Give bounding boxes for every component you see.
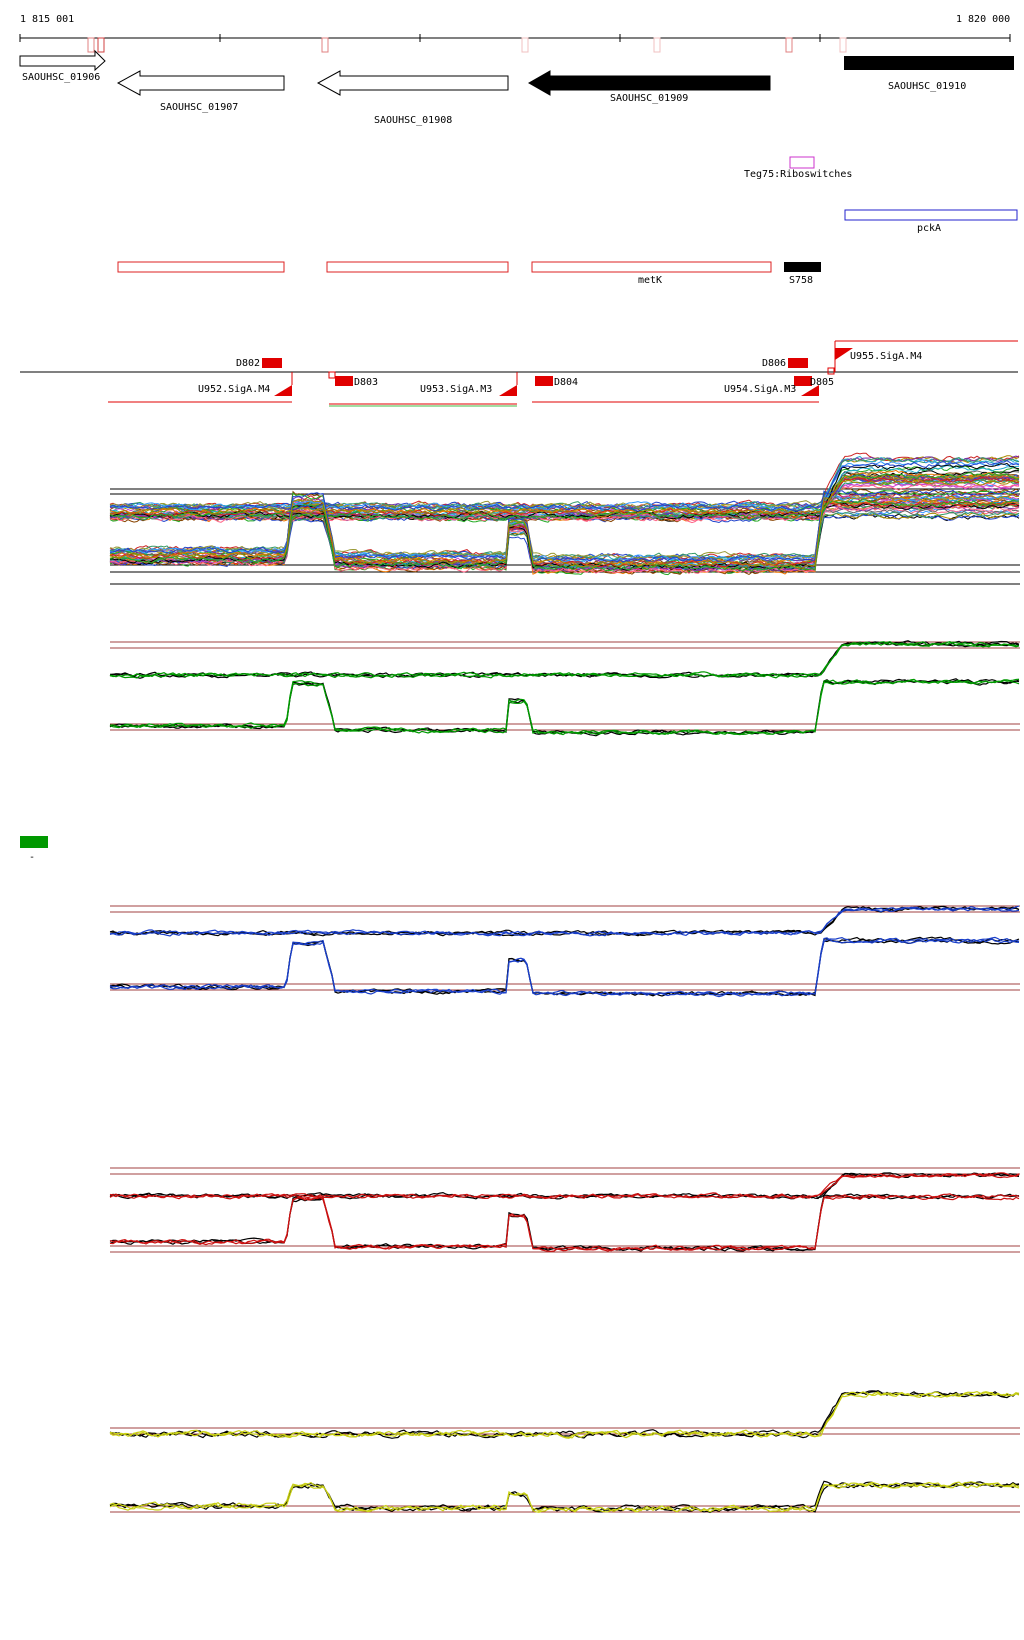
condition-profile-reverse xyxy=(109,495,1020,575)
condition-profile-forward xyxy=(109,473,1020,510)
legend: - xyxy=(20,836,48,863)
reverse-strand-profile xyxy=(109,678,1020,736)
u955-promoter[interactable] xyxy=(835,348,853,360)
gene-label: SAOUHSC_01909 xyxy=(610,93,688,104)
reverse-strand-profile xyxy=(109,937,1020,997)
u952-label: U952.SigA.M4 xyxy=(198,384,270,395)
d804-label: D804 xyxy=(554,377,578,388)
gene-saouhsc-01906[interactable]: SAOUHSC_01906 xyxy=(19,49,106,83)
legend-swatch xyxy=(20,836,48,848)
ruler-feature-marker xyxy=(839,37,847,53)
ruler-start-coordinate: 1 815 001 xyxy=(20,14,74,25)
d804-marker[interactable] xyxy=(535,376,553,386)
u953-label: U953.SigA.M3 xyxy=(420,384,492,395)
condition-profile-reverse xyxy=(109,489,1020,564)
forward-strand-profile xyxy=(109,905,1020,937)
u953-promoter[interactable] xyxy=(499,385,517,396)
condition-profile-reverse xyxy=(109,493,1020,565)
expression-track-set-c xyxy=(109,1389,1020,1514)
forward-strand-profile xyxy=(109,640,1020,679)
forward-strand-profile xyxy=(109,641,1020,679)
gene-name-track: pckA metK S758 xyxy=(117,209,1018,286)
gene-saouhsc-01909[interactable]: SAOUHSC_01909 xyxy=(527,70,771,104)
forward-strand-profile xyxy=(109,641,1020,679)
gene-saouhsc-01907[interactable]: SAOUHSC_01907 xyxy=(116,70,285,113)
reverse-strand-profile xyxy=(109,1193,1020,1252)
pcka-feature[interactable]: pckA xyxy=(844,209,1018,234)
gene-label: SAOUHSC_01910 xyxy=(888,81,966,92)
metk-label: metK xyxy=(638,275,662,286)
u954-label: U954.SigA.M3 xyxy=(724,384,796,395)
s758-label: S758 xyxy=(789,275,813,286)
expression-track-all-conditions xyxy=(109,452,1020,585)
d803-label: D803 xyxy=(354,377,378,388)
transcription-unit-track: D802 D803 D804 D806 D805 U952.SigA.M4 U9… xyxy=(20,340,1018,407)
forward-strand-profile xyxy=(109,905,1020,937)
forward-strand-profile xyxy=(109,1391,1020,1439)
d802-marker[interactable] xyxy=(262,358,282,368)
u954-promoter[interactable] xyxy=(801,385,819,396)
forward-strand-profile xyxy=(109,640,1020,679)
d805-label: D805 xyxy=(810,377,834,388)
ruler-feature-marker xyxy=(321,37,329,53)
gene-label: SAOUHSC_01906 xyxy=(22,72,100,83)
reverse-strand-profile xyxy=(109,1193,1020,1252)
condition-profile-forward xyxy=(109,478,1020,522)
d806-marker[interactable] xyxy=(788,358,808,368)
coordinate-ruler: 1 815 001 1 820 000 xyxy=(19,14,1011,53)
reverse-strand-profile xyxy=(109,1481,1020,1513)
expression-track-set-a xyxy=(109,905,1020,998)
reverse-strand-profile xyxy=(109,1481,1020,1513)
expression-track-combined xyxy=(109,640,1020,737)
d806-label: D806 xyxy=(762,358,786,369)
gene-label: SAOUHSC_01908 xyxy=(374,115,452,126)
ruler-feature-marker xyxy=(653,37,661,53)
u952-promoter[interactable] xyxy=(274,385,292,396)
gene-label: SAOUHSC_01907 xyxy=(160,102,238,113)
gene-track: SAOUHSC_01906 SAOUHSC_01907 SAOUHSC_0190… xyxy=(19,49,1014,126)
legend-label: - xyxy=(29,852,35,863)
condition-profile-forward xyxy=(109,482,1020,519)
condition-profile-reverse xyxy=(109,504,1020,574)
gene-saouhsc-01910[interactable]: SAOUHSC_01910 xyxy=(844,56,1014,92)
ruler-feature-marker xyxy=(785,37,793,53)
metk-features[interactable]: metK xyxy=(117,261,772,286)
condition-profile-forward xyxy=(109,479,1020,518)
gene-saouhsc-01908[interactable]: SAOUHSC_01908 xyxy=(316,70,509,126)
ruler-end-coordinate: 1 820 000 xyxy=(956,14,1010,25)
forward-strand-profile xyxy=(109,1173,1020,1199)
condition-profile-forward xyxy=(109,472,1020,521)
condition-profile-reverse xyxy=(109,499,1020,572)
d803-marker[interactable] xyxy=(335,376,353,386)
condition-profile-reverse xyxy=(109,499,1020,567)
reverse-strand-profile xyxy=(109,936,1020,998)
riboswitch-feature[interactable]: Teg75:Riboswitches xyxy=(744,156,852,180)
reverse-strand-profile xyxy=(109,679,1020,736)
riboswitch-label: Teg75:Riboswitches xyxy=(744,169,852,180)
expression-track-set-b xyxy=(109,1167,1020,1253)
ruler-feature-marker xyxy=(521,37,529,53)
pcka-label: pckA xyxy=(917,223,941,234)
ruler-feature-marker xyxy=(97,37,105,53)
d802-label: D802 xyxy=(236,358,260,369)
condition-profile-reverse xyxy=(109,493,1020,569)
u955-label: U955.SigA.M4 xyxy=(850,351,922,362)
s758-feature[interactable]: S758 xyxy=(784,262,821,286)
forward-strand-profile xyxy=(109,1390,1020,1439)
ruler-feature-marker xyxy=(87,37,95,53)
condition-profile-forward xyxy=(109,460,1020,512)
d805-marker[interactable] xyxy=(794,376,812,386)
